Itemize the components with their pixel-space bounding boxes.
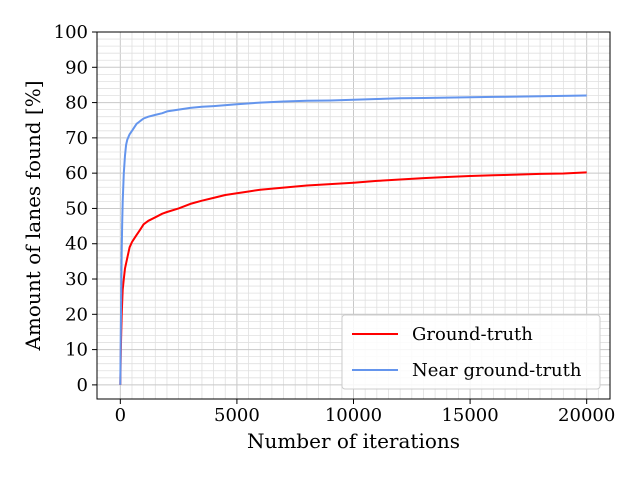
y-tick-label: 10 <box>65 340 88 361</box>
legend-label-near-ground-truth: Near ground-truth <box>412 360 582 381</box>
y-tick-label: 0 <box>77 375 88 396</box>
x-tick-label: 10000 <box>325 405 382 426</box>
x-tick-label: 5000 <box>214 405 260 426</box>
chart-series <box>119 94 587 385</box>
y-tick-label: 20 <box>65 304 88 325</box>
y-tick-label: 70 <box>65 128 88 149</box>
x-axis-label: Number of iterations <box>247 429 460 453</box>
x-tick-label: 20000 <box>558 405 615 426</box>
axis-ticks: 0 5000 10000 15000 20000 0 10 20 30 40 50 60 70 80 90 1… <box>54 22 616 426</box>
chart-legend: Ground-truth Near ground-truth <box>341 314 601 390</box>
y-axis-label: Amount of lanes found [%] <box>21 80 45 351</box>
series-line-near-ground-truth <box>119 94 587 385</box>
y-tick-label: 80 <box>65 93 88 114</box>
y-tick-label: 100 <box>54 22 88 43</box>
legend-box <box>341 314 601 390</box>
x-tick-label: 15000 <box>441 405 498 426</box>
y-tick-label: 90 <box>65 57 88 78</box>
y-tick-label: 40 <box>65 234 88 255</box>
y-tick-label: 30 <box>65 269 88 290</box>
y-tick-label: 60 <box>65 163 88 184</box>
x-tick-label: 0 <box>115 405 126 426</box>
legend-label-ground-truth: Ground-truth <box>412 324 533 345</box>
y-tick-label: 50 <box>65 198 88 219</box>
series-line-ground-truth <box>119 171 587 385</box>
